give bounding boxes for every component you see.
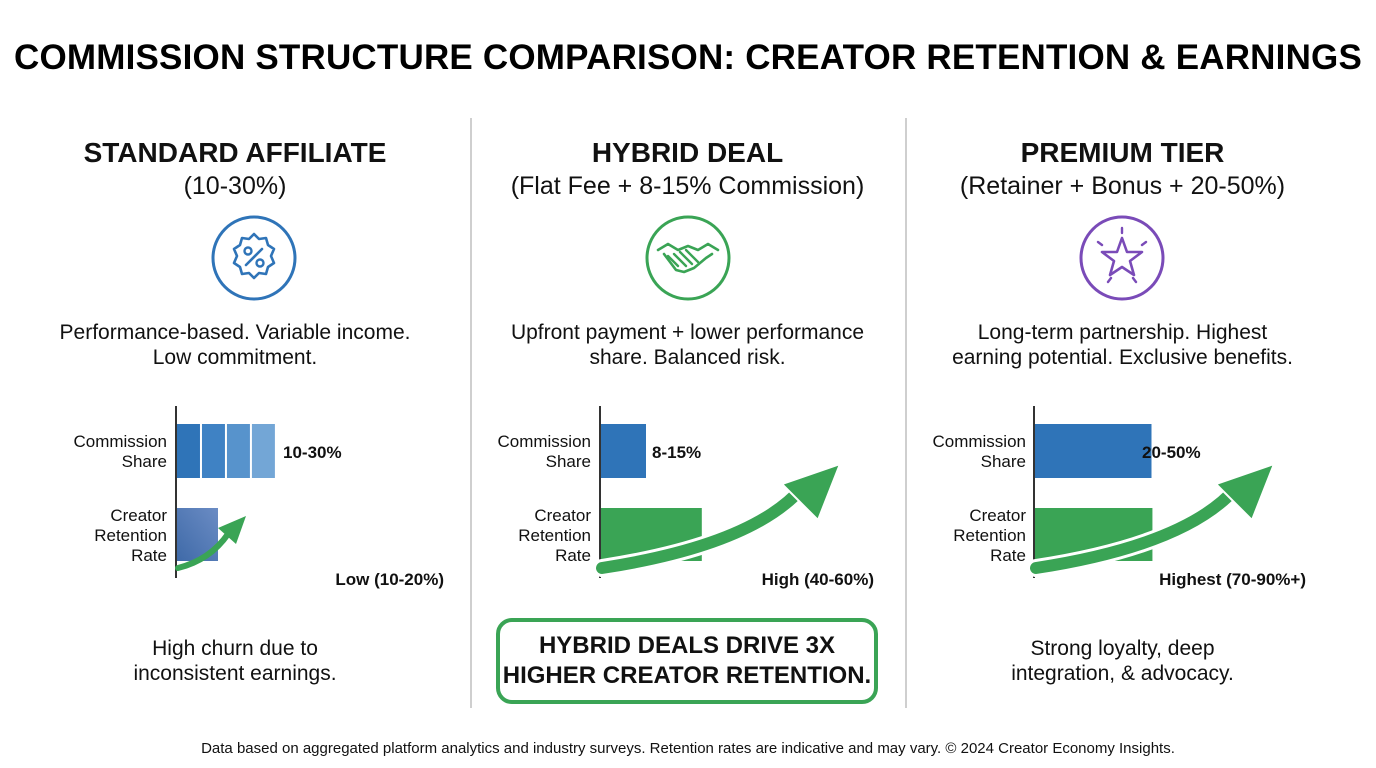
description-line: share. Balanced risk. [589,346,786,369]
tier-description: Upfront payment + lower performance shar… [470,320,905,370]
percent-badge-icon [210,214,298,302]
tier-column-standard: STANDARD AFFILIATE (10-30%) Performance-… [20,0,490,768]
description-line: Low commitment. [152,346,318,369]
page-title: COMMISSION STRUCTURE COMPARISON: CREATOR… [13,38,1363,77]
tier-subtitle: (10-30%) [183,172,287,200]
footnote-line: inconsistent earnings. [133,662,337,685]
tier-title: HYBRID DEAL [591,137,784,168]
description-line: Performance-based. Variable income. [59,321,411,344]
star-icon [1078,214,1166,302]
tier-title: PREMIUM TIER [1020,137,1225,168]
column-divider [905,118,907,708]
column-divider [470,118,472,708]
description-line: Upfront payment + lower performance [510,321,865,344]
tier-footnote: Strong loyalty, deep integration, & advo… [905,636,1340,686]
tier-title: STANDARD AFFILIATE [83,137,387,168]
tier-description: Performance-based. Variable income. Low … [0,320,470,370]
tier-subtitle: (Flat Fee + 8-15% Commission) [510,172,865,200]
footnote-line: Strong loyalty, deep [1030,637,1215,660]
retention-callout: HYBRID DEALS DRIVE 3X HIGHER CREATOR RET… [496,618,878,704]
tier-subtitle: (Retainer + Bonus + 20-50%) [959,172,1286,200]
footnote-line: High churn due to [152,637,318,660]
tier-column-hybrid: HYBRID DEAL (Flat Fee + 8-15% Commission… [470,0,905,768]
footnote-line: integration, & advocacy. [1011,662,1234,685]
callout-line: HYBRID DEALS DRIVE 3X [538,632,836,659]
tier-description: Long-term partnership. Highest earning p… [905,320,1340,370]
handshake-icon [644,214,732,302]
tier-column-premium: PREMIUM TIER (Retainer + Bonus + 20-50%)… [905,0,1340,768]
tier-footnote: High churn due to inconsistent earnings. [0,636,470,686]
description-line: Long-term partnership. Highest [977,321,1268,344]
footer-note: Data based on aggregated platform analyt… [201,740,1175,757]
description-line: earning potential. Exclusive benefits. [952,346,1293,369]
callout-line: HIGHER CREATOR RETENTION. [502,662,872,689]
